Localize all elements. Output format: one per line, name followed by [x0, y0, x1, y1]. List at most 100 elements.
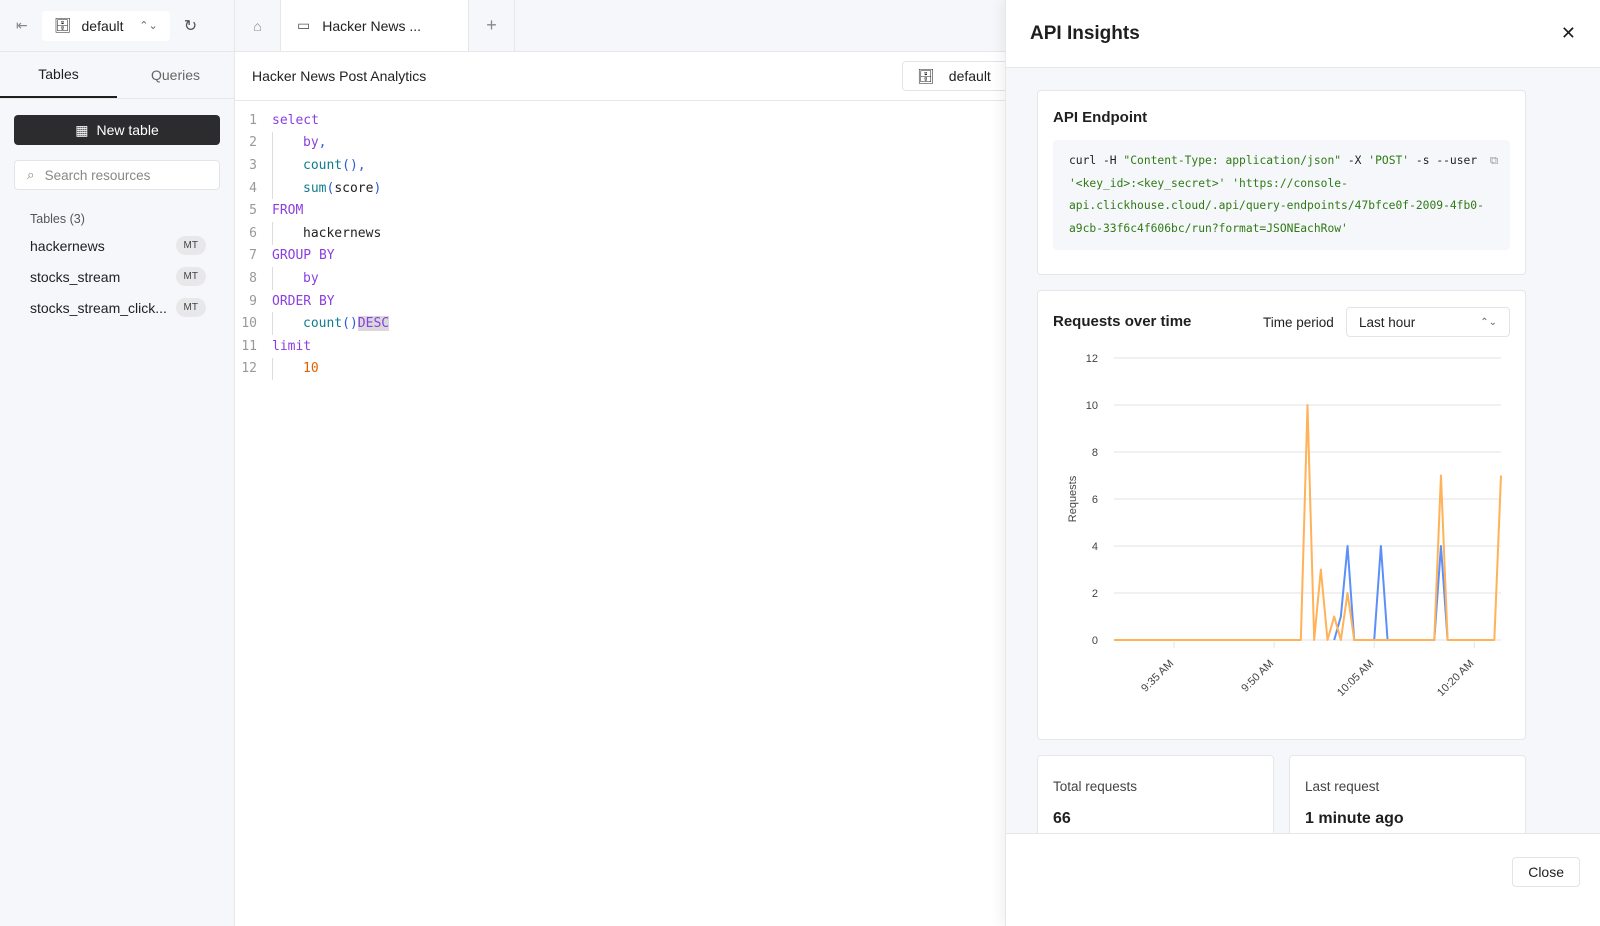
code-line: 2 by,: [235, 131, 1600, 155]
code-line: 7 GROUP BY: [235, 245, 1600, 268]
chevron-updown-icon: ⌃⌄: [1480, 316, 1497, 328]
code-content: hackernews: [272, 221, 381, 245]
curl-token: '<key_id>:<key_secret>': [1069, 176, 1226, 190]
code-content: ORDER BY: [265, 294, 335, 309]
code-line: 10 count() DESC: [235, 312, 1600, 335]
new-table-label: New table: [96, 122, 159, 138]
code-token: FROM: [272, 203, 304, 219]
total-requests-card: Total requests 66: [1037, 755, 1274, 833]
collapse-sidebar-icon[interactable]: ⇤: [16, 17, 28, 33]
code-content: count() DESC: [272, 312, 390, 335]
code-line: 12 10: [235, 357, 1600, 381]
code-token: score: [334, 180, 374, 196]
y-axis-label: Requests: [1067, 475, 1079, 522]
x-tick-label: 9:50 AM: [1239, 658, 1276, 695]
sidebar: ⇤ 🗄︎ default ⌃⌄ ↻ Tables Queries ▦ New table…: [0, 0, 235, 926]
curl-token: 'POST': [1368, 154, 1410, 167]
time-period-label: Time period: [1263, 315, 1334, 330]
api-endpoint-card: API Endpoint ⧉ curl -H "Content-Type: app…: [1037, 90, 1526, 275]
database-name: default: [81, 17, 124, 34]
new-tab-button[interactable]: +: [469, 0, 515, 51]
y-tick-label: 0: [1092, 635, 1098, 647]
code-line: 9 ORDER BY: [235, 290, 1600, 313]
series-line: [1114, 404, 1502, 641]
last-request-value: 1 minute ago: [1305, 810, 1404, 827]
y-tick-label: 12: [1086, 353, 1098, 365]
database-icon: 🗄︎: [917, 67, 935, 84]
search-input[interactable]: ⌕ Search resources: [14, 160, 220, 190]
close-button[interactable]: Close: [1512, 857, 1580, 887]
query-title[interactable]: Hacker News Post Analytics: [252, 68, 427, 84]
engine-badge: MT: [175, 298, 206, 317]
query-tab-label: Hacker News ...: [322, 17, 422, 34]
line-number: 3: [249, 157, 257, 173]
query-tab[interactable]: ▭ Hacker News ...: [281, 0, 469, 51]
code-content: by,: [272, 131, 326, 155]
code-content: count (),: [272, 154, 366, 177]
code-line: 1 select: [235, 109, 1600, 132]
table-icon: ▦: [75, 121, 89, 138]
table-name: stocks_stream: [30, 268, 121, 285]
refresh-icon[interactable]: ↻: [183, 17, 198, 35]
code-token: by: [303, 135, 319, 151]
code-content: limit: [265, 339, 311, 354]
line-number: 10: [241, 316, 257, 332]
total-requests-label: Total requests: [1053, 779, 1138, 794]
terminal-icon: ▭: [297, 17, 311, 33]
table-item[interactable]: stocks_stream MT: [0, 261, 234, 292]
plus-icon: +: [486, 15, 497, 35]
home-tab[interactable]: ⌂: [235, 0, 281, 51]
table-name: stocks_stream_click...: [30, 299, 167, 316]
code-content: FROM: [265, 203, 303, 218]
table-item[interactable]: hackernews MT: [0, 230, 234, 261]
database-icon: 🗄︎: [53, 17, 72, 33]
sql-editor[interactable]: 1 select 2 by, 3 count (), 4 sum(score) 5 FROM 6 hac…: [235, 101, 1600, 381]
y-tick-label: 6: [1092, 494, 1098, 506]
line-number: 6: [249, 225, 257, 241]
line-number: 4: [249, 180, 257, 196]
x-tick-label: 9:35 AM: [1139, 658, 1176, 695]
endpoint-title: API Endpoint: [1053, 109, 1148, 126]
chevron-updown-icon: ⌃⌄: [139, 20, 158, 32]
code-line: 3 count (),: [235, 154, 1600, 177]
code-token: DESC: [357, 316, 390, 332]
curl-token: 'https://console-api.clickhouse.cloud/.a…: [1069, 176, 1484, 235]
query-database-name: default: [948, 68, 991, 84]
new-table-button[interactable]: ▦ New table: [14, 115, 220, 145]
code-content: GROUP BY: [265, 248, 335, 263]
total-requests-value: 66: [1053, 810, 1071, 827]
x-tick-label: 10:20 AM: [1435, 658, 1476, 699]
tables-heading: Tables (3): [30, 212, 85, 226]
search-icon: ⌕: [27, 167, 35, 182]
code-token: ORDER BY: [272, 293, 335, 309]
code-token: ): [373, 180, 382, 196]
table-name: hackernews: [30, 237, 105, 254]
last-request-label: Last request: [1305, 779, 1380, 794]
requests-card: Requests over time Time period Last hour…: [1037, 290, 1526, 740]
code-content: select: [265, 113, 319, 128]
code-token: select: [272, 112, 319, 128]
series-line: [1333, 545, 1449, 641]
time-period-select[interactable]: Last hour ⌃⌄: [1346, 307, 1510, 337]
engine-badge: MT: [175, 267, 206, 286]
code-token: (: [326, 180, 335, 196]
table-item[interactable]: stocks_stream_click... MT: [0, 292, 234, 323]
code-token: by: [303, 270, 319, 286]
time-period-value: Last hour: [1359, 314, 1416, 330]
copy-icon[interactable]: ⧉: [1489, 154, 1498, 167]
line-number: 2: [249, 135, 257, 151]
code-content: by: [272, 267, 319, 290]
requests-title: Requests over time: [1053, 313, 1192, 330]
line-number: 7: [249, 248, 257, 264]
tab-queries[interactable]: Queries: [150, 67, 201, 83]
search-placeholder: Search resources: [44, 167, 151, 183]
y-tick-label: 8: [1092, 447, 1098, 459]
last-request-card: Last request 1 minute ago: [1289, 755, 1526, 833]
code-token: count: [303, 316, 343, 332]
curl-token: curl -H: [1069, 154, 1124, 167]
tab-tables[interactable]: Tables: [0, 52, 117, 98]
database-selector[interactable]: 🗄︎ default ⌃⌄: [41, 10, 170, 41]
close-icon[interactable]: ✕: [1560, 23, 1576, 43]
line-number: 5: [249, 203, 257, 219]
code-token: count: [303, 157, 343, 173]
